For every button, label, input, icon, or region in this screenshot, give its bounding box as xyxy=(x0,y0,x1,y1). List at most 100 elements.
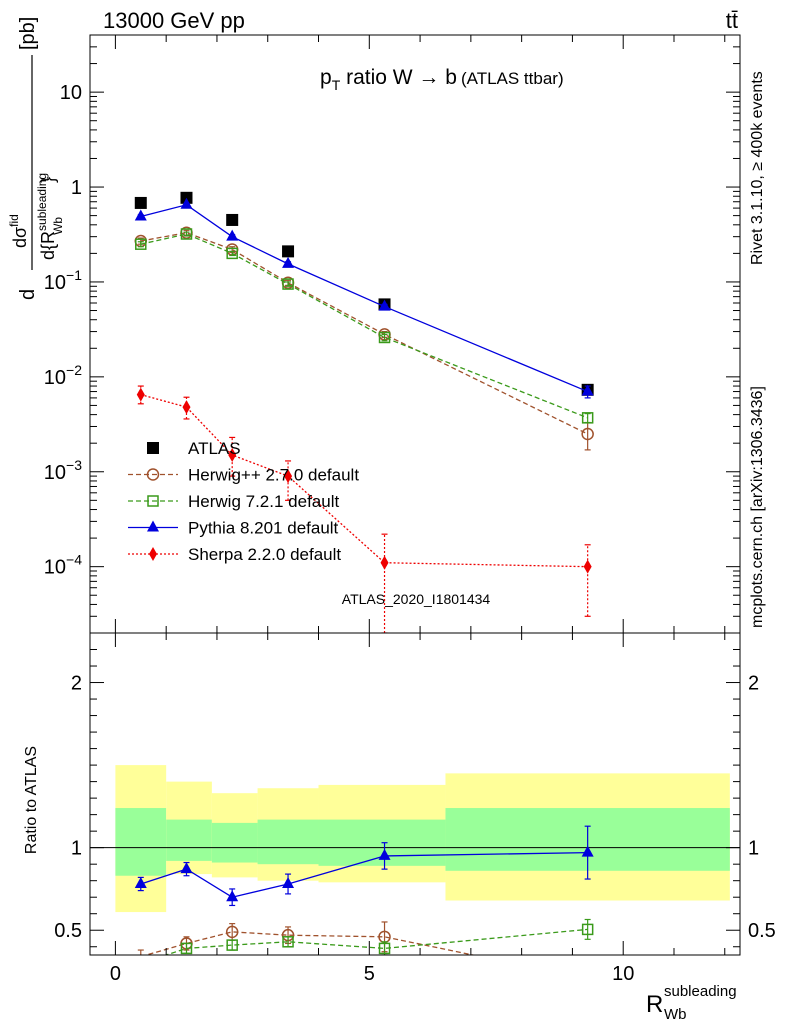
legend: ATLAS Herwig++ 2.7.0 default Herwig 7.2.1 … xyxy=(128,439,359,564)
series-line-sherpa xyxy=(140,393,588,568)
ratio-point-pythia xyxy=(226,890,239,902)
main-series xyxy=(134,191,594,633)
legend-label: Pythia 8.201 default xyxy=(188,519,339,538)
ratio-point-herwig7 xyxy=(180,942,193,955)
data-point-atlas xyxy=(134,196,147,209)
legend-item-herwigpp: Herwig++ 2.7.0 default xyxy=(128,466,359,485)
legend-label: Herwig 7.2.1 default xyxy=(188,492,339,511)
data-point-herwig7 xyxy=(180,228,193,240)
y-tick-label: 10−1 xyxy=(44,267,82,294)
uncertainty-band-inner xyxy=(115,808,167,876)
main-frame xyxy=(89,34,741,634)
ratio-y-tick-label: 0.5 xyxy=(54,920,82,942)
series-herwigpp xyxy=(134,226,594,451)
x-label-sup: subleading xyxy=(664,983,737,1000)
y-label-num: dσfid xyxy=(7,214,30,248)
data-point-pythia xyxy=(282,256,295,268)
data-point-sherpa xyxy=(583,559,592,574)
main-y-axis-label: d dσfid d{Rsubleading Wb} [pb] xyxy=(7,17,65,300)
data-point-sherpa xyxy=(136,387,145,402)
header-right: tt̄ xyxy=(726,8,738,33)
legend-label: ATLAS xyxy=(188,439,241,458)
y-tick-label: 1 xyxy=(71,177,82,199)
legend-item-atlas: ATLAS xyxy=(147,439,241,458)
ratio-series-pythia xyxy=(134,825,594,907)
legend-marker xyxy=(147,520,159,532)
uncertainty-band-inner xyxy=(257,819,319,865)
legend-marker xyxy=(147,495,159,507)
title-sub: T xyxy=(332,77,341,93)
series-herwig7 xyxy=(135,228,594,424)
data-point-sherpa xyxy=(228,448,237,463)
x-tick-label: 5 xyxy=(364,963,375,985)
data-point-herwig7 xyxy=(135,238,147,250)
y-tick-label: 10−3 xyxy=(44,457,82,484)
data-point-herwig7 xyxy=(282,278,294,290)
y-label-unit: [pb] xyxy=(17,17,39,50)
title-tag: (ATLAS ttbar) xyxy=(461,69,564,88)
ratio-frame xyxy=(89,632,741,956)
legend-item-herwig7: Herwig 7.2.1 default xyxy=(128,492,339,511)
ratio-point-herwig7 xyxy=(226,939,238,951)
ratio-y-tick-label-right: 1 xyxy=(748,838,759,860)
y-tick-label: 10−2 xyxy=(44,362,82,389)
ratio-bands xyxy=(115,765,730,913)
rivet-label: Rivet 3.1.10, ≥ 400k events xyxy=(749,71,766,265)
x-tick-label: 10 xyxy=(612,963,634,985)
legend-label: Sherpa 2.2.0 default xyxy=(188,545,341,564)
series-line-pythia xyxy=(140,204,588,393)
data-point-herwigpp xyxy=(581,427,594,441)
ratio-series-herwig7 xyxy=(164,918,594,955)
title-rest: ratio W → b xyxy=(340,66,457,89)
x-label-sub: Wb xyxy=(664,1006,687,1023)
plot-title: pT ratio W → b (ATLAS ttbar) xyxy=(320,66,564,93)
ratio-y-label: Ratio to ATLAS xyxy=(23,746,40,854)
series-sherpa xyxy=(136,385,592,633)
ratio-point-pythia xyxy=(282,876,295,888)
data-point-sherpa xyxy=(380,555,389,570)
series-line-herwigpp xyxy=(140,232,588,435)
data-point-atlas xyxy=(226,213,239,226)
y-label-d: d xyxy=(17,289,39,300)
ratio-y-tick-label-right: 0.5 xyxy=(748,920,776,942)
x-axis-label: R subleading Wb xyxy=(646,983,737,1023)
legend-item-pythia: Pythia 8.201 default xyxy=(128,519,339,538)
ratio-y-tick-label-right: 2 xyxy=(748,673,759,695)
x-label-base: R xyxy=(646,991,663,1018)
ratio-point-herwig7 xyxy=(581,923,594,936)
data-point-pythia xyxy=(226,229,239,241)
data-point-sherpa xyxy=(284,469,293,484)
data-point-pythia xyxy=(134,209,147,221)
title-main: p xyxy=(320,66,332,89)
ratio-point-herwig7 xyxy=(378,942,391,955)
uncertainty-band-inner xyxy=(211,822,258,863)
ratio-line-herwig7 xyxy=(164,928,588,955)
mcplots-label: mcplots.cern.ch [arXiv:1306.3436] xyxy=(749,386,766,628)
ratio-line-herwigpp xyxy=(144,931,477,955)
data-point-pythia xyxy=(180,197,193,209)
data-point-sherpa xyxy=(182,400,191,415)
data-point-herwig7 xyxy=(378,331,391,344)
ratio-line-pythia xyxy=(140,851,588,898)
ratio-point-herwigpp xyxy=(225,925,239,939)
series-line-herwig7 xyxy=(140,233,588,419)
data-point-herwig7 xyxy=(226,247,238,260)
y-tick-label: 10 xyxy=(60,82,82,104)
data-point-atlas xyxy=(282,245,295,258)
ratio-series xyxy=(134,825,594,955)
uncertainty-band-inner xyxy=(166,819,212,861)
legend-marker xyxy=(146,468,160,481)
ratio-y-tick-label: 1 xyxy=(71,838,82,860)
legend-marker xyxy=(149,547,157,561)
watermark: ATLAS_2020_I1801434 xyxy=(342,591,491,607)
ratio-point-pythia xyxy=(180,862,193,874)
header-left: 13000 GeV pp xyxy=(103,8,245,33)
main-panel xyxy=(134,191,594,633)
ratio-point-pythia xyxy=(378,848,391,860)
x-tick-label: 0 xyxy=(110,963,121,985)
legend-label: Herwig++ 2.7.0 default xyxy=(188,466,359,485)
ratio-y-tick-label: 2 xyxy=(71,673,82,695)
data-point-pythia xyxy=(378,299,391,311)
axes-frames: 10−4 10−3 10−2 10−1 1 10 0.5 0.5 1 1 2 2 0 5 10 xyxy=(44,34,776,985)
